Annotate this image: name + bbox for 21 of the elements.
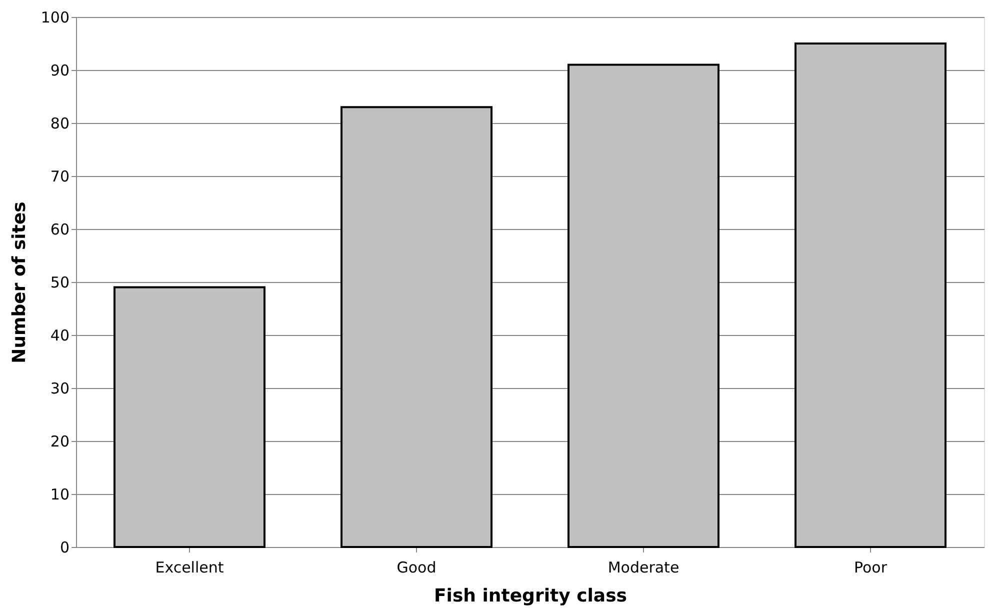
y-tick-label: 10 (50, 486, 70, 504)
y-tick-label: 70 (50, 168, 70, 186)
x-tick-label: Moderate (608, 558, 680, 576)
y-tick-label: 40 (50, 326, 70, 344)
x-tick-label: Good (396, 558, 436, 576)
bar (340, 106, 492, 548)
x-axis-title: Fish integrity class (434, 586, 628, 606)
y-tick-label: 50 (50, 274, 70, 292)
bar (114, 286, 266, 548)
y-tick-label: 0 (60, 538, 70, 556)
y-axis-title: Number of sites (8, 202, 30, 364)
x-tick-label: Poor (854, 558, 888, 576)
y-tick-label: 100 (40, 8, 70, 26)
y-tick-label: 80 (50, 114, 70, 132)
y-tick-label: 30 (50, 380, 70, 398)
y-tick-label: 90 (50, 62, 70, 80)
x-tick-label: Excellent (155, 558, 224, 576)
bar (568, 64, 720, 548)
bar (794, 42, 946, 548)
y-tick-label: 60 (50, 220, 70, 238)
y-tick-label: 20 (50, 432, 70, 450)
